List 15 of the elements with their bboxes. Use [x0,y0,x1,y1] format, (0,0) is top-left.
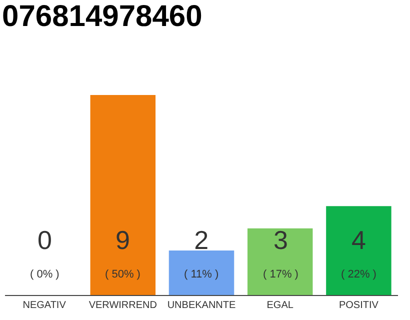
data-label: 3 ( 17% ) [263,225,298,281]
data-label: 2 ( 11% ) [184,225,219,281]
data-label: 0 ( 0% ) [30,225,60,281]
bar [326,206,392,295]
x-tick-label: POSITIV [338,300,379,311]
data-label: 9 ( 50% ) [105,225,140,281]
x-tick-label: VERWIRREND [88,300,157,311]
x-tick-label: EGAL [266,300,294,311]
bar [247,228,313,295]
data-label: 4 ( 22% ) [341,225,376,281]
x-tick-label: UNBEKANNTE [167,300,236,311]
bar [90,95,156,295]
x-tick-label: NEGATIV [22,300,66,311]
bar [168,250,234,295]
chart-title: 076814978460 [2,0,202,33]
